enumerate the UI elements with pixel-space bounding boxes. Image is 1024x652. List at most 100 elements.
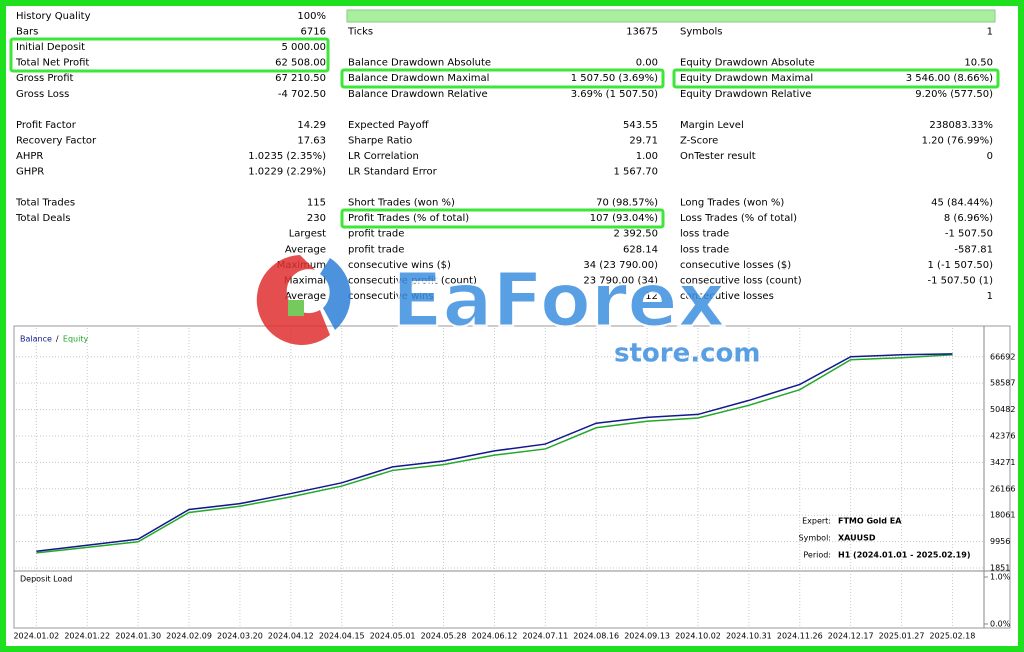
stat-label: OnTester result [680, 151, 756, 162]
stat-label: Ticks [347, 27, 373, 38]
stat-value: 5 000.00 [281, 42, 326, 53]
stat-value: 230 [307, 213, 326, 224]
info-value: FTMO Gold EA [838, 517, 902, 526]
stat-value: -4 702.50 [278, 89, 326, 100]
highlight-box [9, 37, 330, 73]
stat-value: 12 [645, 291, 658, 302]
stat-value: 8 (6.96%) [944, 213, 993, 224]
stat-label: Loss Trades (% of total) [680, 213, 797, 224]
x-tick-label: 2025.02.18 [930, 632, 976, 641]
stat-label: Bars [16, 27, 38, 38]
stat-label: Long Trades (won %) [680, 198, 784, 209]
stat-value: 1.0235 (2.35%) [248, 151, 326, 162]
stat-value: 67 210.50 [275, 73, 326, 84]
legend-entry: Equity [63, 335, 89, 344]
stat-value: Average [285, 291, 326, 302]
stat-value: 115 [307, 198, 326, 209]
x-tick-label: 2024.09.13 [624, 632, 670, 641]
stat-label: Margin Level [680, 120, 744, 131]
stat-value: Maximal [284, 275, 326, 286]
stat-value: 100% [297, 11, 326, 22]
stat-value: 3.69% (1 507.50) [571, 89, 658, 100]
stat-value: 45 (84.44%) [931, 198, 993, 209]
stat-label: Symbols [680, 27, 722, 38]
highlight-box [340, 68, 665, 89]
stat-label: Balance Drawdown Maximal [348, 73, 489, 84]
series-line [36, 353, 953, 552]
stat-label: loss trade [680, 229, 729, 240]
stat-value: 23 790.00 (34) [583, 275, 658, 286]
y-tick-label: 42376 [990, 431, 1015, 440]
stat-label: Total Net Profit [15, 58, 89, 69]
stat-value: 3 546.00 (8.66%) [906, 73, 993, 84]
watermark-brand: EaForex [392, 258, 725, 344]
stat-label: Balance Drawdown Absolute [348, 58, 491, 69]
x-tick-label: 2024.04.15 [319, 632, 365, 641]
stat-value: 1.0229 (2.29%) [248, 167, 326, 178]
stat-label: consecutive losses ($) [680, 260, 791, 271]
stat-value: 238083.33% [929, 120, 993, 131]
stat-value: Largest [289, 229, 326, 240]
stat-label: profit trade [348, 229, 404, 240]
stat-label: Balance Drawdown Relative [348, 89, 488, 100]
stat-label: Equity Drawdown Maximal [680, 73, 813, 84]
stat-value: 13675 [626, 27, 658, 38]
stat-label: LR Standard Error [348, 167, 438, 178]
stat-label: loss trade [680, 244, 729, 255]
stat-value: 17.63 [297, 135, 326, 146]
x-tick-label: 2024.11.26 [777, 632, 823, 641]
stat-label: Total Trades [15, 198, 75, 209]
y-tick-label: 58587 [990, 379, 1015, 388]
y-tick-label: 50482 [990, 405, 1015, 414]
x-tick-label: 2024.10.31 [726, 632, 772, 641]
logo-shape [256, 255, 330, 345]
y-tick-label: 34271 [990, 458, 1015, 467]
stat-label: History Quality [16, 11, 91, 22]
stat-value: -1 507.50 [945, 229, 993, 240]
stat-value: 107 (93.04%) [590, 213, 658, 224]
x-tick-label: 2024.01.30 [115, 632, 161, 641]
history-quality-bar [346, 9, 996, 23]
stat-value: 0.00 [636, 58, 658, 69]
stat-value: -587.81 [954, 244, 993, 255]
stat-label: Profit Trades (% of total) [348, 213, 469, 224]
stat-label: Z-Score [680, 135, 718, 146]
stat-value: 1 567.70 [613, 167, 658, 178]
x-tick-label: 2024.02.09 [166, 632, 212, 641]
stat-label: Short Trades (won %) [348, 198, 455, 209]
y-tick-label: 18061 [990, 511, 1015, 520]
stat-value: 1 (-1 507.50) [928, 260, 994, 271]
stat-value: 29.71 [629, 135, 658, 146]
stat-value: 9.20% (577.50) [915, 89, 993, 100]
stat-label: Equity Drawdown Relative [680, 89, 811, 100]
stat-label: profit trade [348, 244, 404, 255]
stat-label: consecutive wins [348, 291, 434, 302]
y-tick-label: 1851 [990, 564, 1010, 573]
stat-label: consecutive loss (count) [680, 275, 802, 286]
stat-label: Profit Factor [16, 120, 77, 131]
stat-label: Expected Payoff [348, 120, 430, 131]
stat-value: -1 507.50 (1) [928, 275, 994, 286]
stat-label: Gross Loss [16, 89, 69, 100]
x-tick-label: 2024.12.17 [828, 632, 874, 641]
x-tick-label: 2025.01.27 [879, 632, 925, 641]
panel-title: Deposit Load [20, 575, 72, 584]
stat-value: 1 [987, 291, 993, 302]
stat-label: LR Correlation [348, 151, 419, 162]
stat-label: Gross Profit [16, 73, 74, 84]
stats-table: History Quality 100% Bars 6716 Ticks 13675 Sym… [15, 11, 993, 302]
y-tick-label: 26166 [990, 484, 1015, 493]
y-tick-label: 0.0% [990, 620, 1011, 629]
info-label: Symbol: [799, 534, 832, 543]
stat-value: 543.55 [623, 120, 658, 131]
stat-value: 6716 [301, 27, 326, 38]
info-value: XAUUSD [838, 534, 876, 543]
info-value: H1 (2024.01.01 - 2025.02.19) [838, 551, 970, 560]
x-tick-label: 2024.07.11 [522, 632, 568, 641]
stat-value: 1 [987, 27, 993, 38]
legend-entry: Balance [20, 335, 52, 344]
y-tick-label: 9956 [990, 537, 1010, 546]
stat-value: 1.00 [636, 151, 658, 162]
x-tick-label: 2024.08.16 [573, 632, 619, 641]
